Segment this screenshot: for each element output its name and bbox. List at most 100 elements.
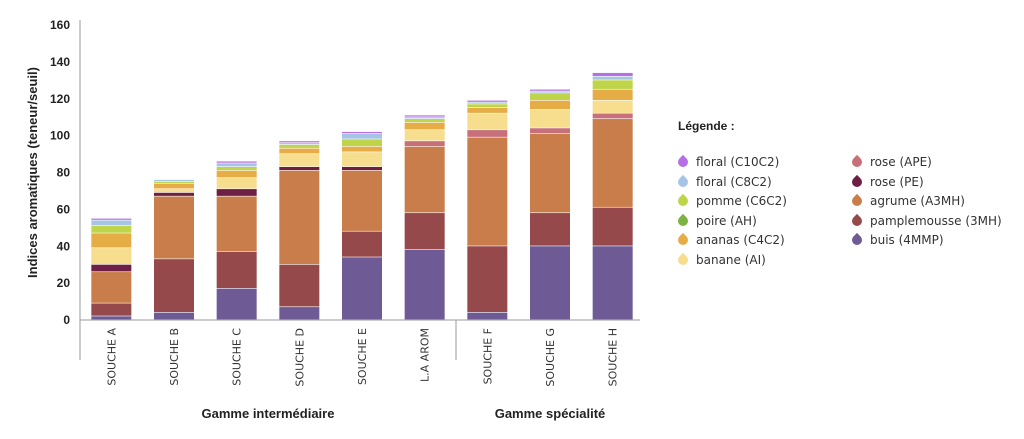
x-tick-label: SOUCHE C: [231, 328, 244, 386]
bar-segment: [592, 80, 633, 89]
bar-segment: [404, 130, 445, 141]
bar-segment: [530, 109, 570, 128]
legend-swatch: [675, 252, 691, 267]
legend-label: agrume (A3MH): [870, 194, 965, 208]
bar-segment: [592, 207, 633, 246]
x-tick-label: L.A AROM: [419, 328, 432, 382]
bar-segment: [530, 246, 570, 320]
legend-item: poire (AH): [675, 213, 757, 229]
legend-item: banane (AI): [675, 252, 766, 268]
legend-label: pamplemousse (3MH): [870, 213, 1002, 228]
x-tick-label: SOUCHE B: [168, 328, 181, 386]
bar-segment: [530, 213, 570, 246]
bar-segment: [467, 312, 508, 320]
bar-segment: [342, 139, 382, 147]
bar-segment: [467, 100, 508, 102]
bar-segment: [530, 133, 570, 213]
bar-segment: [342, 131, 382, 134]
legend-item: agrume (A3MH): [849, 193, 965, 209]
bar-segment: [592, 113, 633, 119]
legend-swatch: [675, 193, 691, 209]
bar-segment: [467, 246, 508, 313]
bar-segment: [154, 312, 194, 320]
legend-label: floral (C8C2): [696, 174, 772, 189]
legend-swatch: [849, 213, 865, 228]
legend-label: rose (PE): [870, 174, 924, 189]
y-tick-label: 40: [57, 239, 71, 253]
bar-segment: [91, 316, 132, 320]
bar-segment: [404, 213, 445, 250]
bar-segment: [216, 196, 257, 252]
legend-swatch: [849, 174, 865, 189]
bar-segment: [91, 220, 132, 226]
group-label: Gamme intermédiaire: [202, 406, 335, 421]
legend-item: floral (C10C2): [675, 154, 779, 170]
legend-item: pamplemousse (3MH): [849, 213, 1002, 229]
bar-segment: [279, 148, 320, 154]
bar-segment: [530, 128, 570, 134]
bar-segment: [279, 144, 320, 148]
bar-segment: [404, 122, 445, 130]
bar-segment: [592, 246, 633, 320]
bar-segment: [404, 117, 445, 119]
bar-segment: [216, 166, 257, 171]
bar-segment: [279, 170, 320, 265]
legend-swatch: [675, 213, 691, 228]
legend-item: ananas (C4C2): [675, 232, 785, 248]
bar-segment: [342, 152, 382, 167]
legend-swatch: [675, 154, 691, 170]
bar-segment: [467, 130, 508, 137]
y-tick-label: 140: [50, 55, 70, 69]
bar-segment: [592, 72, 633, 77]
bar-segment: [592, 100, 633, 113]
bar-segment: [404, 141, 445, 147]
bar-segment: [279, 307, 320, 320]
y-tick-label: 20: [57, 276, 71, 290]
bar-segment: [91, 225, 132, 233]
bar-segment: [216, 178, 257, 189]
bar-segment: [530, 93, 570, 100]
legend-label: ananas (C4C2): [696, 233, 785, 247]
legend-swatch: [849, 193, 865, 209]
legend-swatch: [849, 232, 865, 248]
bar-segment: [530, 100, 570, 110]
legend-item: rose (PE): [849, 174, 924, 190]
bar-segment: [154, 189, 194, 193]
y-tick-label: 60: [57, 202, 71, 216]
y-tick-label: 120: [50, 92, 70, 106]
legend-label: poire (AH): [696, 213, 757, 228]
x-tick-label: SOUCHE F: [481, 328, 494, 384]
bar-segment: [404, 146, 445, 213]
bar-segment: [342, 146, 382, 152]
bar-segment: [279, 143, 320, 145]
x-tick-label: SOUCHE D: [293, 328, 306, 387]
bar-segment: [530, 91, 570, 93]
bar-segment: [154, 183, 194, 189]
group-label: Gamme spécialité: [495, 406, 606, 421]
bar-segment: [216, 189, 257, 196]
bar-segment: [467, 137, 508, 246]
legend-swatch: [849, 154, 865, 170]
bar-segment: [216, 251, 257, 289]
bar-segment: [342, 170, 382, 231]
y-tick-label: 160: [50, 18, 70, 32]
bar-segment: [91, 303, 132, 316]
bar-segment: [91, 218, 132, 220]
bar-segment: [592, 89, 633, 100]
bar-segment: [279, 166, 320, 171]
bar-segment: [530, 89, 570, 91]
bar-segment: [342, 231, 382, 257]
bar-segment: [279, 141, 320, 143]
bar-segment: [91, 264, 132, 272]
stacked-bar-chart: 0 20 40 60 80 100 120 140 160 Indices aromatiques…: [25, 18, 640, 421]
bar-segment: [154, 196, 194, 259]
bar-segment: [467, 113, 508, 130]
bar-segment: [216, 161, 257, 163]
bar-segment: [154, 192, 194, 196]
bar-segment: [342, 133, 382, 139]
bar-segment: [216, 288, 257, 320]
bar-segment: [91, 248, 132, 265]
legend-item: buis (4MMP): [849, 232, 944, 248]
bar-segment: [467, 102, 508, 104]
bar-segment: [342, 166, 382, 171]
